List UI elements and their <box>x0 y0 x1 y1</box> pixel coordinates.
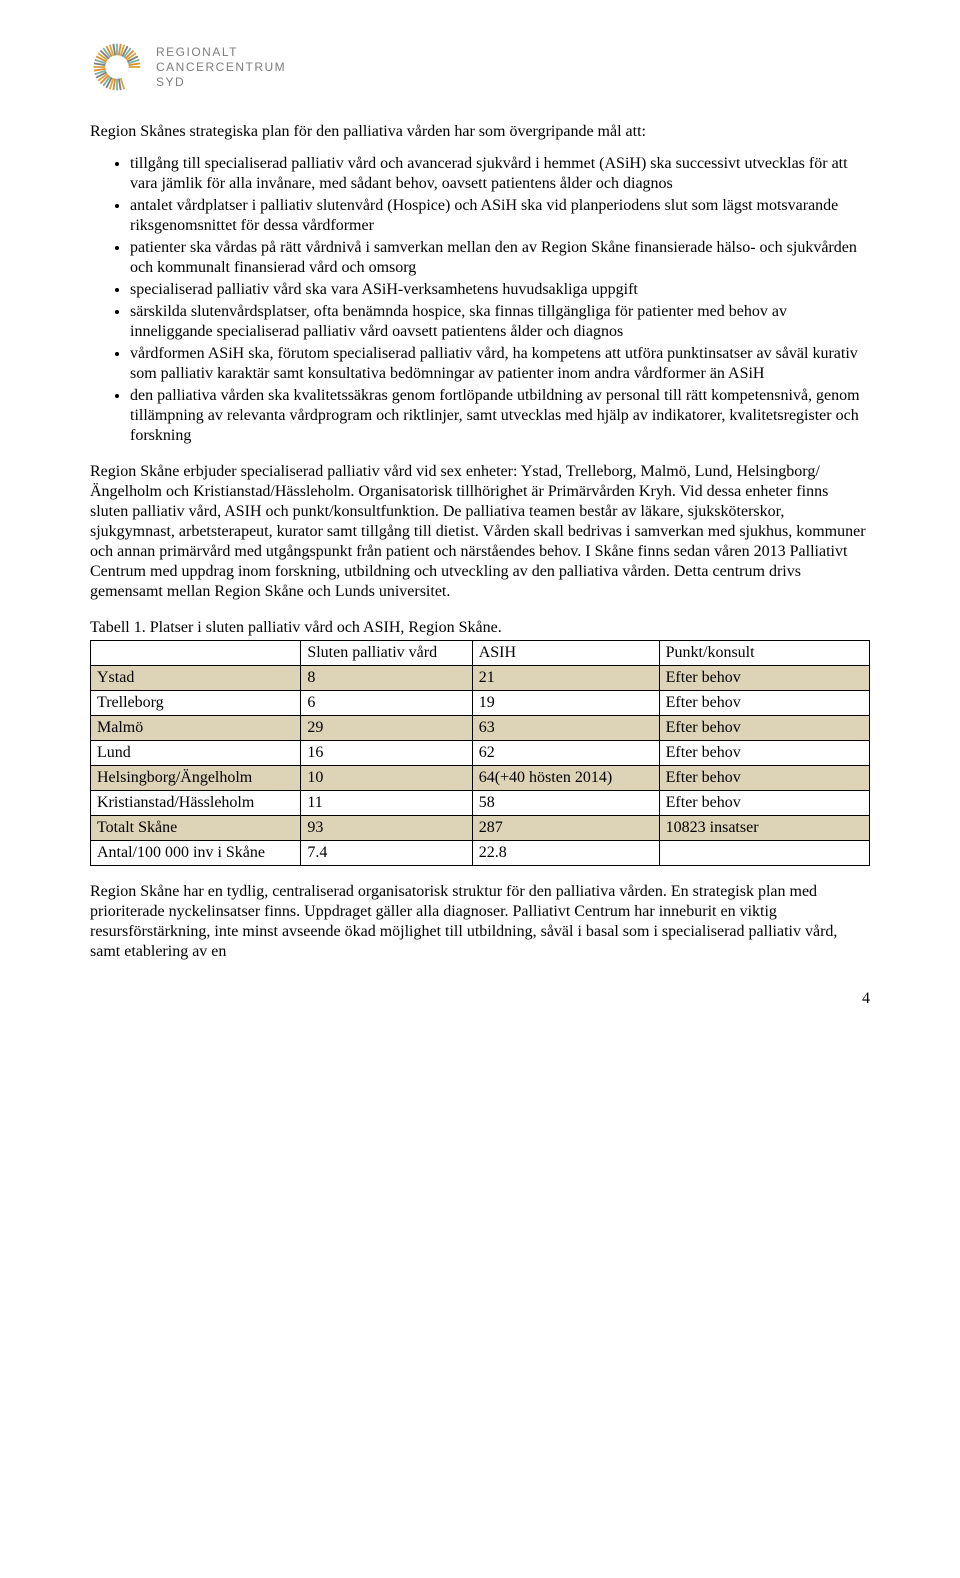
bullet-item: vårdformen ASiH ska, förutom specialiser… <box>130 344 870 384</box>
table-row: Helsingborg/Ängelholm1064(+40 hösten 201… <box>91 766 870 791</box>
table-caption: Tabell 1. Platser i sluten palliativ vår… <box>90 618 870 638</box>
table-cell: Antal/100 000 inv i Skåne <box>91 841 301 866</box>
table-cell: Efter behov <box>659 791 869 816</box>
logo-line-3: SYD <box>156 75 286 90</box>
table-cell: Malmö <box>91 716 301 741</box>
bullet-item: den palliativa vården ska kvalitetssäkra… <box>130 386 870 446</box>
table-cell: 7.4 <box>301 841 472 866</box>
table-cell: Efter behov <box>659 666 869 691</box>
logo-sunburst-icon <box>90 40 144 94</box>
bullet-item: patienter ska vårdas på rätt vårdnivå i … <box>130 238 870 278</box>
table-cell: 287 <box>472 816 659 841</box>
bullet-item: särskilda slutenvårdsplatser, ofta benäm… <box>130 302 870 342</box>
table-cell: 16 <box>301 741 472 766</box>
table-row: Totalt Skåne9328710823 insatser <box>91 816 870 841</box>
document-page: REGIONALT CANCERCENTRUM SYD Region Skåne… <box>0 0 960 1028</box>
table-cell: 10 <box>301 766 472 791</box>
logo-text: REGIONALT CANCERCENTRUM SYD <box>156 45 286 90</box>
body-paragraph: Region Skåne erbjuder specialiserad pall… <box>90 462 870 602</box>
table-cell: Totalt Skåne <box>91 816 301 841</box>
table-cell: 62 <box>472 741 659 766</box>
data-table: Sluten palliativ vårdASIHPunkt/konsultYs… <box>90 640 870 866</box>
table-cell: 22.8 <box>472 841 659 866</box>
table-cell: 10823 insatser <box>659 816 869 841</box>
table-cell <box>659 841 869 866</box>
table-row: Trelleborg619Efter behov <box>91 691 870 716</box>
table-cell: Helsingborg/Ängelholm <box>91 766 301 791</box>
table-cell: Efter behov <box>659 741 869 766</box>
table-cell: 93 <box>301 816 472 841</box>
table-header-cell: Punkt/konsult <box>659 641 869 666</box>
table-cell: 58 <box>472 791 659 816</box>
bullet-item: specialiserad palliativ vård ska vara AS… <box>130 280 870 300</box>
table-cell: 63 <box>472 716 659 741</box>
table-cell: 19 <box>472 691 659 716</box>
table-header-cell: Sluten palliativ vård <box>301 641 472 666</box>
table-cell: 29 <box>301 716 472 741</box>
page-number: 4 <box>862 990 870 1008</box>
table-cell: Lund <box>91 741 301 766</box>
logo-line-1: REGIONALT <box>156 45 286 60</box>
bullet-item: antalet vårdplatser i palliativ slutenvå… <box>130 196 870 236</box>
table-row: Antal/100 000 inv i Skåne7.422.8 <box>91 841 870 866</box>
table-cell: 11 <box>301 791 472 816</box>
bullet-item: tillgång till specialiserad palliativ vå… <box>130 154 870 194</box>
table-cell: 21 <box>472 666 659 691</box>
table-cell: Ystad <box>91 666 301 691</box>
bullet-list: tillgång till specialiserad palliativ vå… <box>90 154 870 446</box>
closing-paragraph: Region Skåne har en tydlig, centralisera… <box>90 882 870 962</box>
table-cell: 6 <box>301 691 472 716</box>
table-row: Ystad821Efter behov <box>91 666 870 691</box>
table-cell: Trelleborg <box>91 691 301 716</box>
logo-line-2: CANCERCENTRUM <box>156 60 286 75</box>
table-cell: Efter behov <box>659 766 869 791</box>
table-cell: 8 <box>301 666 472 691</box>
table-row: Lund1662Efter behov <box>91 741 870 766</box>
table-row: Kristianstad/Hässleholm1158Efter behov <box>91 791 870 816</box>
table-row: Malmö2963Efter behov <box>91 716 870 741</box>
table-cell: Efter behov <box>659 716 869 741</box>
table-cell: 64(+40 hösten 2014) <box>472 766 659 791</box>
table-header-cell <box>91 641 301 666</box>
table-header-cell: ASIH <box>472 641 659 666</box>
table-header-row: Sluten palliativ vårdASIHPunkt/konsult <box>91 641 870 666</box>
intro-paragraph: Region Skånes strategiska plan för den p… <box>90 122 870 142</box>
header-logo: REGIONALT CANCERCENTRUM SYD <box>90 40 870 94</box>
table-cell: Efter behov <box>659 691 869 716</box>
table-cell: Kristianstad/Hässleholm <box>91 791 301 816</box>
